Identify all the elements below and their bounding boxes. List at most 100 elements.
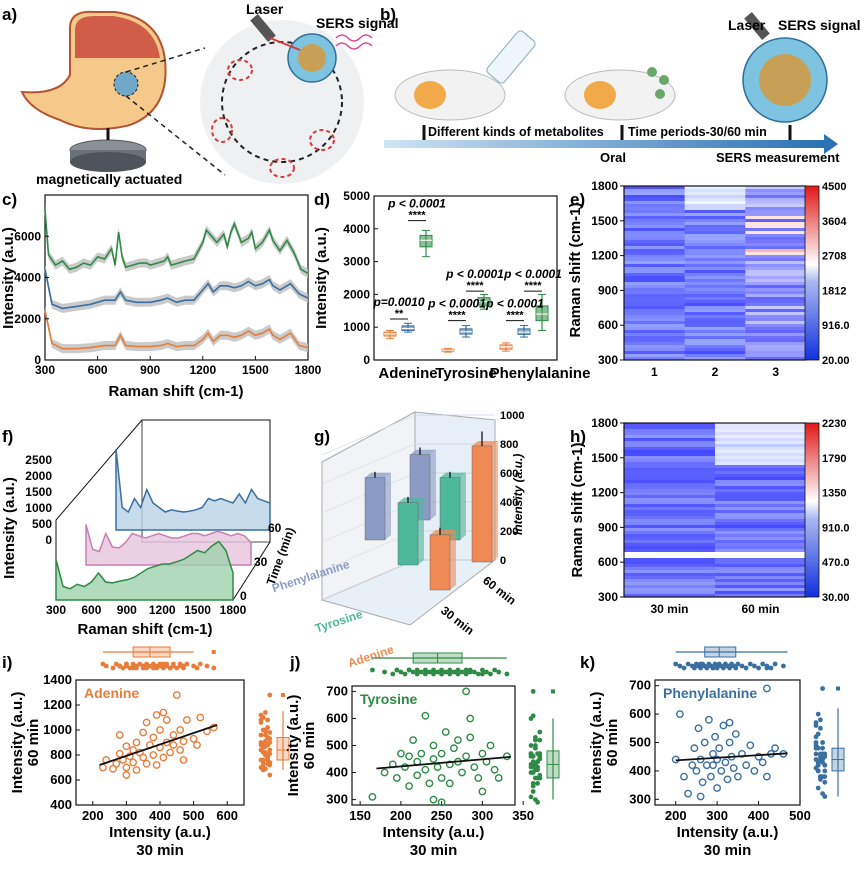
ytick: 300 — [629, 791, 651, 806]
heatmap-cell — [745, 336, 807, 340]
bar3d-phenylalanine-30min — [364, 477, 386, 541]
colorbar-tick: 470.0 — [822, 557, 850, 569]
heatmap-ytick: 1500 — [591, 214, 618, 228]
marginal-point-top — [140, 665, 146, 671]
marginal-point-right — [263, 728, 268, 734]
heatmap-cell — [684, 336, 746, 340]
heatmap-cell — [684, 285, 746, 289]
heatmap-cell — [745, 216, 807, 220]
marginal-point-top — [394, 667, 400, 673]
zoom-line-top — [125, 47, 206, 73]
marginal-point-top — [455, 671, 461, 677]
heatmap-cell — [624, 576, 716, 580]
p-value-label: p < 0.0001 — [427, 297, 486, 311]
heatmap-cell — [715, 471, 807, 475]
scatter-point — [132, 738, 141, 747]
marginal-point-right — [813, 751, 819, 757]
marginal-point-top — [698, 665, 703, 671]
heatmap-cell — [745, 270, 807, 274]
marginal-point-top — [685, 661, 691, 667]
marginal-point-right — [267, 772, 273, 778]
heatmap-cell — [715, 552, 807, 556]
heatmap-cell — [624, 252, 686, 256]
heatmap-cell — [684, 207, 746, 211]
marginal-point-top — [370, 667, 375, 673]
scatter-point — [725, 718, 734, 727]
scatter-point — [731, 730, 740, 738]
heatmap-cell — [715, 567, 807, 571]
colorbar-tick: 1350 — [822, 488, 846, 500]
heatmap-xtick: 1 — [651, 365, 658, 379]
marginal-point-top — [211, 665, 217, 671]
bar3d-adenine-30min — [429, 534, 451, 591]
heatmap-xtick: 2 — [712, 365, 719, 379]
heatmap-cell — [624, 579, 716, 583]
oral-label: Oral — [600, 150, 626, 165]
heatmap-cell — [624, 465, 716, 469]
colorbar-tick: 3604 — [822, 216, 847, 228]
marginal-point-top — [127, 665, 133, 671]
scatter-point — [690, 744, 699, 753]
marginal-point-right — [535, 767, 540, 773]
panel-i: i) Adenine 200 300 400 500 600 400 600 800 1000 12… — [2, 646, 290, 859]
heatmap-cell — [715, 531, 807, 535]
spectrum-band-2 — [45, 204, 308, 278]
ylabel: Intensity (a.u.) — [285, 695, 302, 797]
heatmap-cell — [745, 210, 807, 214]
heatmap-cell — [624, 567, 716, 571]
heatmap-cell — [745, 312, 807, 316]
magnet-bottom — [70, 152, 146, 172]
heatmap-cell — [624, 207, 686, 211]
heatmap-cell — [745, 261, 807, 265]
marginal-point-top — [492, 667, 497, 673]
colorbar-h-ticks: 2230 1790 1350 910.0 470.0 30.00 — [822, 418, 850, 604]
laser-label: Laser — [246, 1, 284, 17]
scatter-point — [139, 728, 148, 737]
marginal-point-top — [414, 667, 420, 673]
chart-g-cat-adenine: Adenine — [346, 642, 396, 670]
scatter-point — [162, 716, 171, 724]
heatmap-cell — [624, 195, 686, 199]
marginal-point-top — [204, 663, 210, 669]
sers-label: SERS signal — [316, 15, 398, 31]
chart-f-xtick: 1800 — [220, 603, 247, 617]
panel-c: c) 300 600 900 1200 1500 1800 0 2000 4000 6000 R… — [0, 190, 322, 400]
heatmap-cell — [745, 333, 807, 337]
heatmap-ytick: 1200 — [591, 249, 618, 263]
heatmap-cell — [624, 447, 716, 451]
marginal-point-right — [530, 789, 536, 794]
heatmap-cell — [684, 258, 746, 262]
scatter-point — [445, 779, 454, 788]
panel-c-label: c) — [2, 190, 17, 209]
heatmap-cell — [715, 540, 807, 544]
heatmap-cell — [624, 474, 716, 478]
heatmap-cell — [624, 345, 686, 349]
heatmap-cell — [624, 501, 716, 505]
heatmap-cell — [715, 576, 807, 580]
heatmap-cell — [684, 351, 746, 355]
heatmap-cell — [715, 546, 807, 550]
scatter-point — [122, 763, 131, 772]
heatmap-cell — [624, 303, 686, 307]
marginal-point-top — [194, 665, 200, 671]
marginal-point-right — [530, 759, 536, 765]
ylabel-time: 60 min — [25, 719, 42, 767]
heatmap-cell — [715, 561, 807, 565]
heatmap-cell — [624, 453, 716, 457]
xtick: 600 — [216, 808, 238, 823]
marginal-point-top — [447, 667, 453, 673]
heatmap-cell — [624, 564, 716, 568]
marginal-point-right — [267, 692, 273, 698]
chart-f-series-0 — [55, 540, 234, 601]
stomach-upper — [75, 15, 160, 58]
scatter-point — [466, 733, 475, 742]
heatmap-cell — [715, 474, 807, 478]
bar3d-tyrosine-30min — [397, 502, 419, 566]
chart-f-ztick: 60 — [268, 521, 282, 535]
scatter-point — [437, 749, 446, 758]
magnet-label: magnetically actuated — [36, 171, 182, 187]
bar3d-side — [460, 472, 466, 540]
chart-f-series-2 — [115, 448, 271, 531]
scatter-point — [676, 710, 684, 718]
heatmap-ytick: 900 — [598, 520, 618, 534]
